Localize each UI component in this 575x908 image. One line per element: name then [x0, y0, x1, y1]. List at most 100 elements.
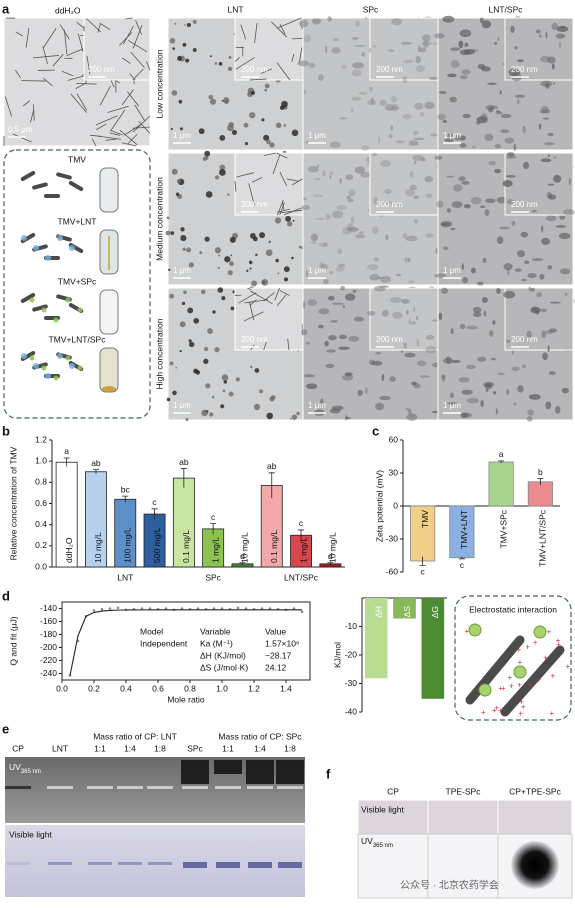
particle — [275, 122, 282, 129]
texture — [376, 276, 385, 280]
rod — [70, 93, 87, 113]
panel-label: b — [2, 423, 10, 438]
y-tick-label: 0 — [393, 500, 398, 510]
texture — [342, 304, 345, 309]
spc-particle — [478, 683, 492, 697]
texture — [466, 364, 476, 370]
texture — [331, 405, 344, 411]
charge-mark: + — [498, 684, 503, 693]
rod — [249, 78, 267, 81]
particle — [274, 217, 282, 224]
group-header: Mass ratio of CP: SPc — [218, 731, 302, 741]
rod — [42, 27, 57, 49]
category-label: -TΔS — [402, 606, 412, 626]
uv-band — [87, 786, 113, 789]
rod — [125, 17, 133, 20]
x-tick-label: 1.2 — [248, 683, 260, 693]
texture — [314, 177, 321, 181]
visible-band — [216, 862, 240, 868]
panel-label: e — [2, 721, 9, 736]
diagram-label: TMV+LNT/SPc — [49, 334, 107, 344]
uv-band — [215, 786, 241, 789]
image-label: UV365 nm — [361, 836, 393, 848]
vial — [99, 347, 119, 393]
texture — [450, 60, 460, 68]
texture — [342, 226, 353, 235]
data-point — [260, 607, 264, 610]
rod — [42, 46, 48, 65]
texture — [308, 62, 316, 68]
texture — [495, 110, 501, 113]
texture — [459, 135, 466, 141]
particle — [209, 98, 217, 105]
texture — [506, 198, 515, 205]
texture — [539, 273, 545, 280]
rod — [276, 294, 287, 306]
texture — [503, 263, 513, 271]
texture — [446, 208, 451, 213]
particle — [291, 414, 298, 420]
texture — [547, 345, 550, 352]
scale-label: 1 μm — [443, 266, 461, 275]
texture — [354, 166, 365, 174]
texture — [347, 223, 354, 231]
texture — [461, 69, 471, 75]
particle — [263, 134, 270, 141]
rod — [25, 27, 30, 48]
texture — [408, 408, 412, 415]
image-bg — [369, 152, 439, 216]
particle — [218, 62, 223, 66]
y-tick-label: 30 — [389, 467, 399, 477]
column-header: SPc — [363, 4, 379, 14]
sediment — [102, 386, 116, 392]
texture — [424, 101, 435, 110]
texture — [522, 125, 526, 134]
tmv-rod — [56, 172, 72, 180]
texture — [324, 45, 328, 54]
rod — [61, 70, 74, 77]
lane-label: 1:8 — [284, 743, 296, 753]
visible-band — [148, 862, 172, 865]
rod — [277, 17, 302, 29]
texture — [477, 356, 487, 362]
particle — [253, 403, 261, 411]
texture — [453, 184, 463, 192]
texture — [409, 171, 414, 178]
rod — [76, 93, 88, 111]
texture — [305, 341, 311, 345]
particle — [248, 260, 253, 265]
visible-band — [88, 862, 112, 865]
error-bar — [268, 472, 275, 499]
y-tick-label: -160 — [40, 616, 57, 626]
texture — [312, 194, 324, 197]
particle — [181, 301, 186, 306]
texture — [511, 350, 514, 355]
particle — [205, 383, 211, 389]
texture — [479, 17, 484, 24]
texture — [470, 49, 479, 52]
particle — [285, 215, 291, 222]
texture — [381, 373, 385, 382]
scale-label: 200 nm — [376, 200, 403, 209]
error-bar — [298, 529, 305, 541]
bar — [393, 598, 416, 619]
rod — [77, 33, 84, 52]
particle — [254, 368, 260, 373]
data-point — [244, 607, 248, 610]
texture — [506, 155, 517, 159]
texture — [551, 63, 555, 70]
significance-letter: ab — [267, 461, 277, 471]
texture — [506, 389, 510, 396]
vial — [99, 289, 119, 335]
error-bar — [239, 562, 246, 565]
texture — [547, 132, 554, 137]
texture — [307, 165, 319, 173]
texture — [506, 269, 510, 276]
texture — [346, 195, 352, 200]
texture — [367, 264, 379, 271]
texture — [436, 200, 444, 209]
texture — [327, 295, 335, 301]
texture — [403, 59, 414, 63]
